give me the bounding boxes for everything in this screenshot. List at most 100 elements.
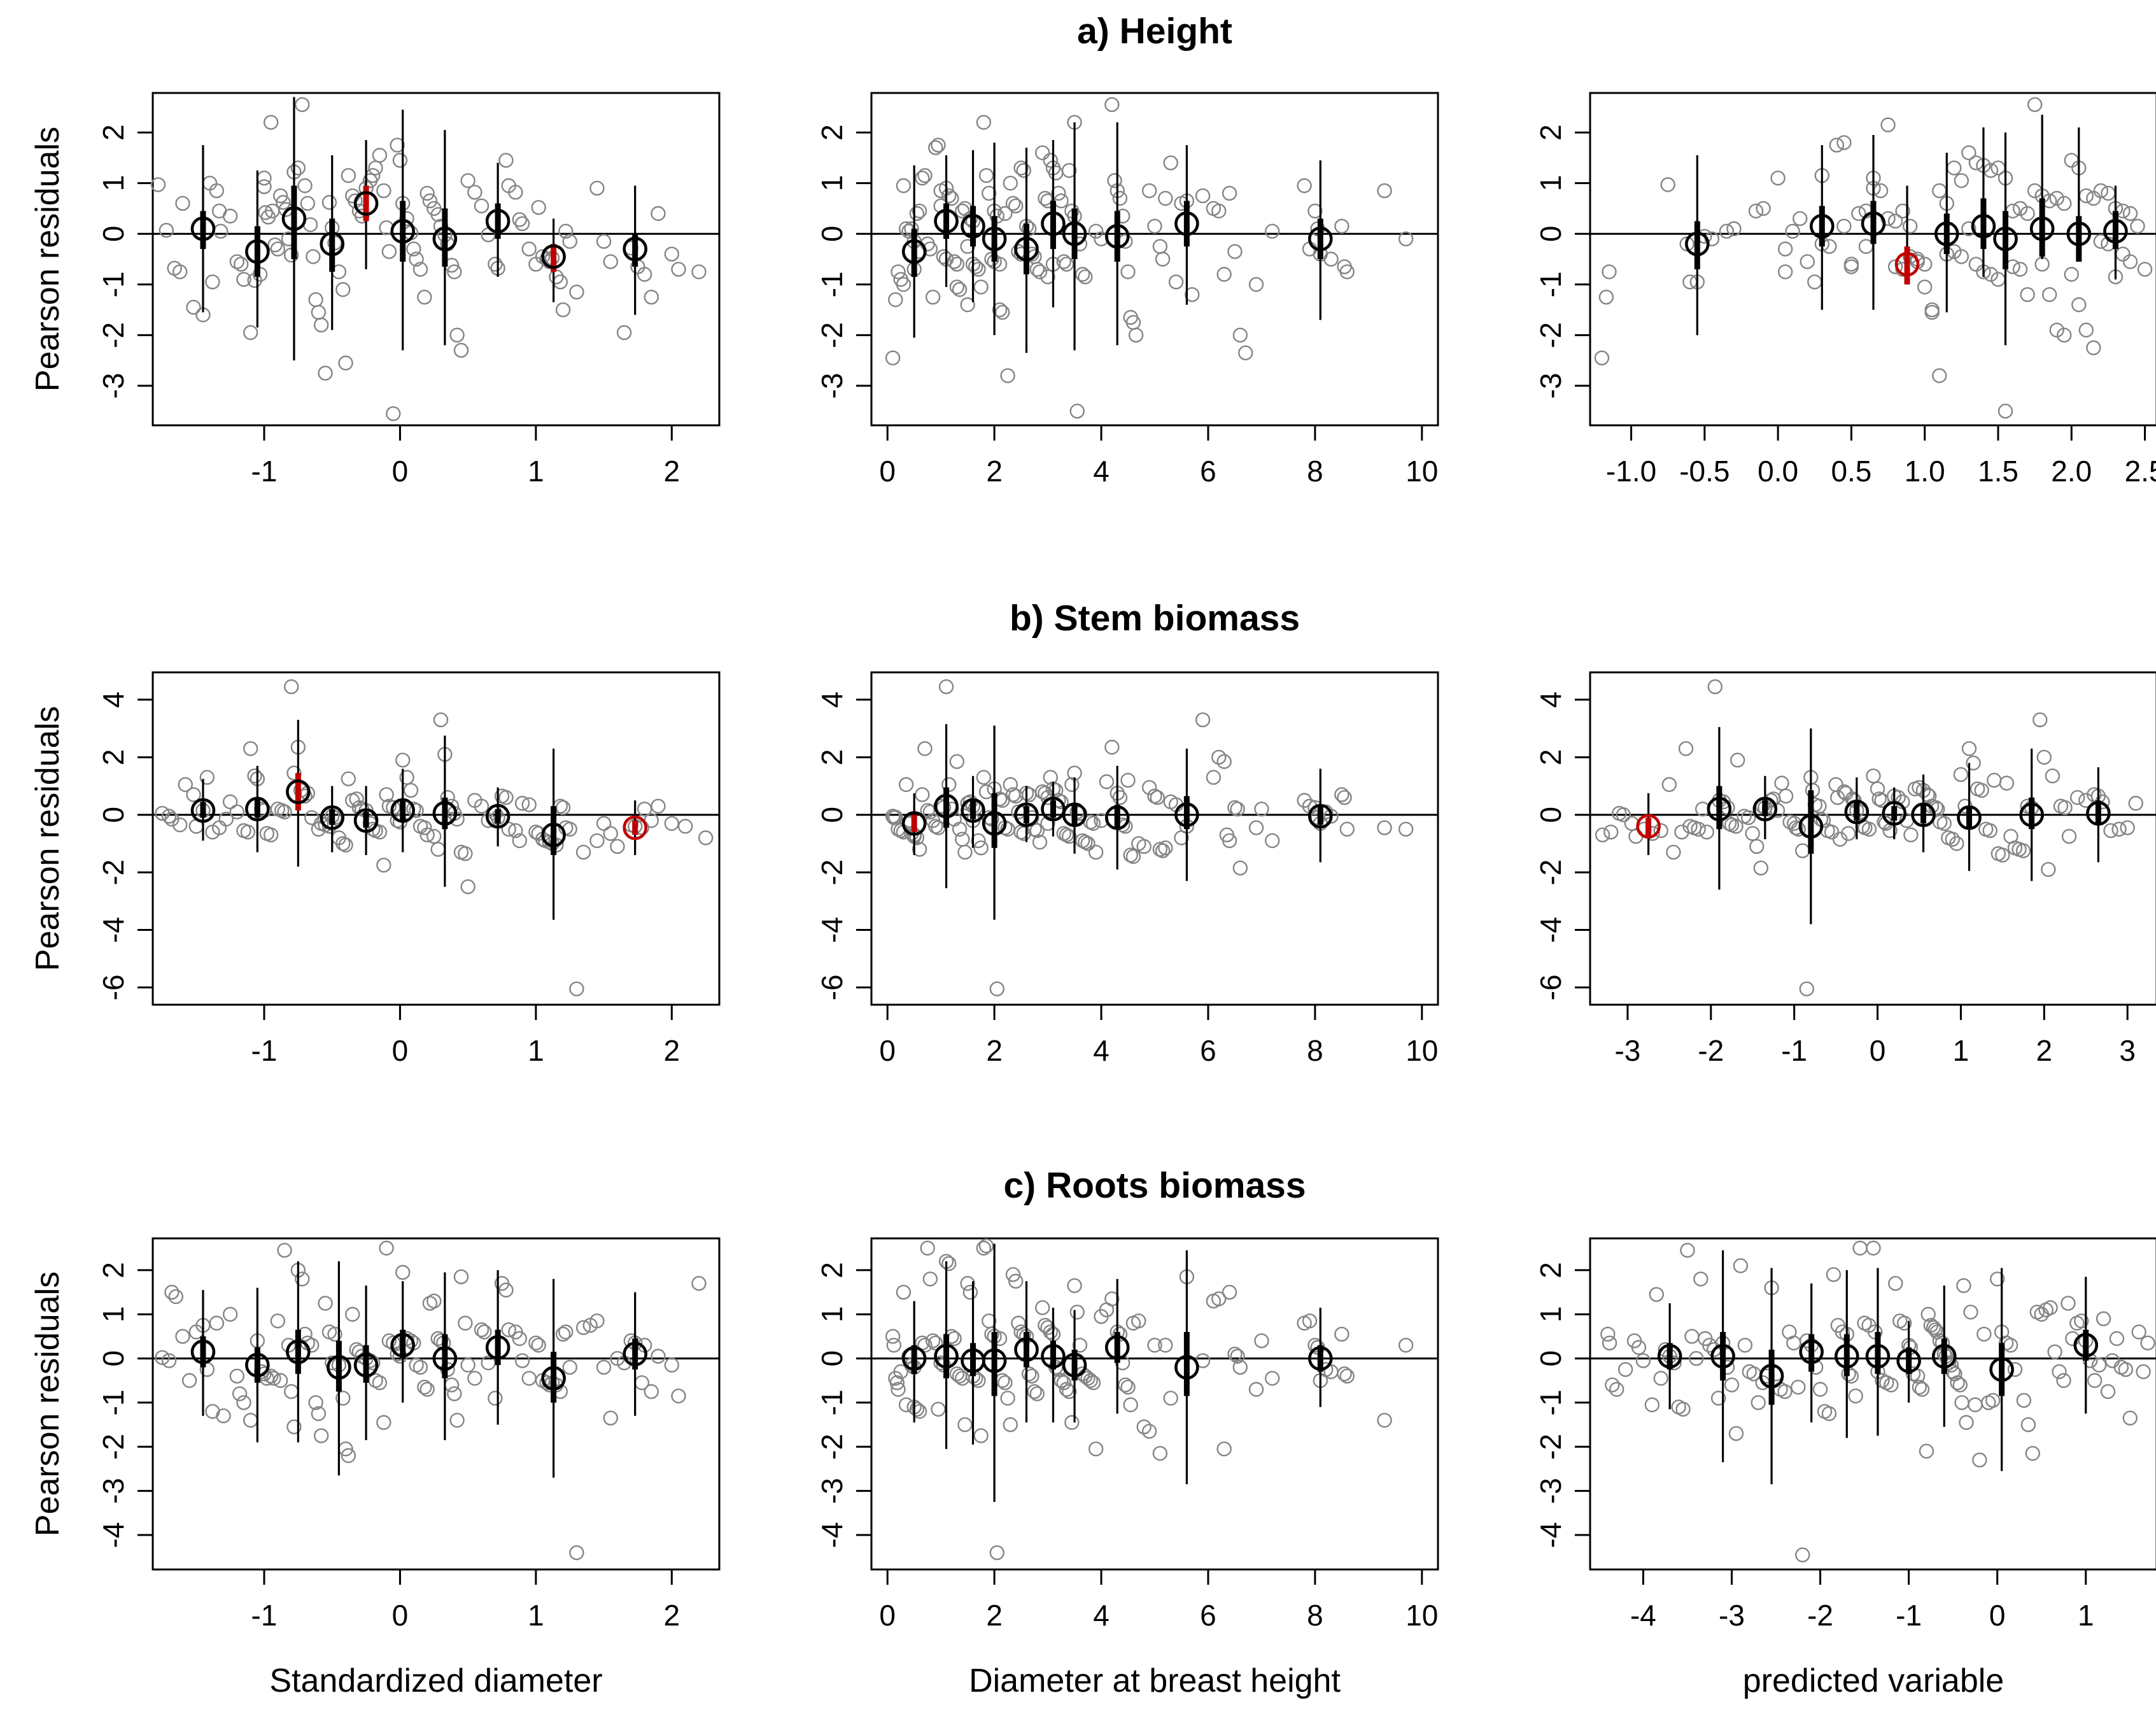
scatter-point	[155, 1350, 170, 1365]
scatter-point	[1666, 844, 1681, 860]
scatter-point	[512, 212, 527, 227]
scatter-point	[931, 820, 946, 835]
bin-mean-circle	[1062, 221, 1087, 246]
plot-box	[870, 92, 1439, 427]
scatter-point	[1740, 810, 1756, 825]
x-axis-label: Diameter at breast height	[969, 1662, 1341, 1699]
scatter-point	[1728, 819, 1744, 834]
bin-mean-circle	[1989, 1357, 2014, 1382]
scatter-point	[409, 803, 424, 818]
scatter-point	[501, 1322, 516, 1338]
bin-mean-circle	[1636, 814, 1661, 839]
scatter-point	[1912, 1379, 1927, 1395]
scatter-point	[1099, 774, 1115, 790]
scatter-points	[885, 679, 1414, 996]
scatter-point	[1377, 183, 1392, 199]
bin-summaries	[190, 97, 647, 361]
scatter-point	[896, 277, 912, 292]
scatter-point	[2091, 1357, 2107, 1373]
scatter-point	[931, 138, 946, 153]
scatter-point	[488, 1391, 503, 1406]
y-tick-label: 0	[97, 225, 130, 242]
scatter-point	[2047, 1344, 2062, 1359]
scatter-point	[2057, 327, 2072, 343]
scatter-point	[1843, 259, 1859, 274]
scatter-point	[313, 317, 329, 333]
scatter-point	[2003, 1338, 2019, 1353]
scatter-point	[1206, 770, 1222, 785]
scatter-point	[1745, 826, 1760, 841]
scatter-point	[1699, 825, 1714, 840]
scatter-point	[1972, 1452, 1987, 1468]
scatter-point	[1910, 1368, 1926, 1384]
scatter-point	[997, 206, 1013, 222]
scatter-point	[1848, 1388, 1863, 1404]
scatter-point	[229, 1368, 245, 1384]
scatter-point	[1008, 198, 1024, 214]
scatter-point	[691, 264, 707, 280]
scatter-point	[1812, 1382, 1828, 1397]
scatter-point	[1302, 1313, 1318, 1329]
scatter-point	[1248, 277, 1264, 292]
scatter-point	[1954, 173, 1969, 188]
x-tick-label: -1	[1896, 1599, 1922, 1632]
scatter-point	[419, 1382, 435, 1397]
scatter-point	[2087, 1373, 2103, 1388]
y-tick-label: -2	[815, 1434, 849, 1460]
scatter-point	[1112, 790, 1128, 805]
scatter-point	[1059, 827, 1074, 843]
scatter-point	[417, 289, 432, 305]
scatter-point	[957, 1417, 973, 1433]
scatter-point	[229, 804, 245, 819]
bin-mean-circle	[1014, 236, 1039, 262]
scatter-point	[1048, 166, 1064, 181]
bin-mean-circle	[485, 1335, 511, 1360]
scatter-point	[521, 797, 537, 812]
scatter-point	[1038, 190, 1053, 206]
y-tick-label: -1	[815, 271, 849, 297]
panel-b3: -3 -2 -1 0 1 2 3 4 2 0 -2 -4 -6	[1463, 577, 2156, 1124]
bin-mean-circle	[1861, 211, 1886, 236]
scatter-point	[2036, 749, 2052, 765]
scatter-point	[2020, 206, 2035, 222]
plot-b3-stem-vs-predicted: -3 -2 -1 0 1 2 3 4 2 0 -2 -4 -6	[1534, 671, 2156, 1067]
scatter-point	[338, 355, 353, 371]
scatter-point	[1230, 1349, 1245, 1364]
bin-mean-circle	[901, 239, 927, 264]
bin-mean-circle	[541, 1366, 566, 1391]
scatter-point	[651, 206, 666, 222]
scatter-point	[2057, 195, 2072, 211]
x-tick-label: 2.0	[2051, 455, 2092, 488]
scatter-point	[430, 842, 446, 857]
scatter-point	[1227, 1346, 1243, 1362]
scatter-point	[1989, 1271, 2005, 1287]
scatter-point	[267, 237, 283, 253]
scatter-point	[1950, 1375, 1965, 1391]
bin-mean-circle	[1931, 1343, 1957, 1369]
scatter-point	[412, 1359, 428, 1375]
plot-box	[151, 671, 721, 1006]
y-axis-label: Pearson residuals	[29, 706, 66, 971]
bin-mean-circle	[1104, 805, 1130, 830]
scatter-point	[1254, 1333, 1269, 1349]
scatter-point	[886, 1338, 901, 1353]
scatter-point	[216, 1408, 231, 1424]
scatter-point	[390, 138, 405, 153]
scatter-point	[376, 1415, 391, 1430]
scatter-point	[1398, 821, 1414, 837]
scatter-point	[2012, 262, 2028, 277]
x-tick-label: -1.0	[1606, 455, 1656, 488]
x-tick-label: 2	[986, 1034, 1003, 1067]
bin-mean-circle	[1844, 799, 1870, 825]
scatter-point	[1155, 843, 1171, 858]
scatter-point	[365, 168, 381, 183]
y-tick-label: -2	[815, 322, 849, 348]
scatter-point	[1297, 793, 1312, 808]
scatter-point	[1719, 223, 1735, 239]
panel-a2: a) Height 0 2 4 6 8 10 2 1 0 -1 -2 -3	[744, 10, 1439, 556]
scatter-point	[2078, 322, 2094, 338]
scatter-point	[960, 1276, 975, 1291]
scatter-point	[321, 195, 337, 210]
